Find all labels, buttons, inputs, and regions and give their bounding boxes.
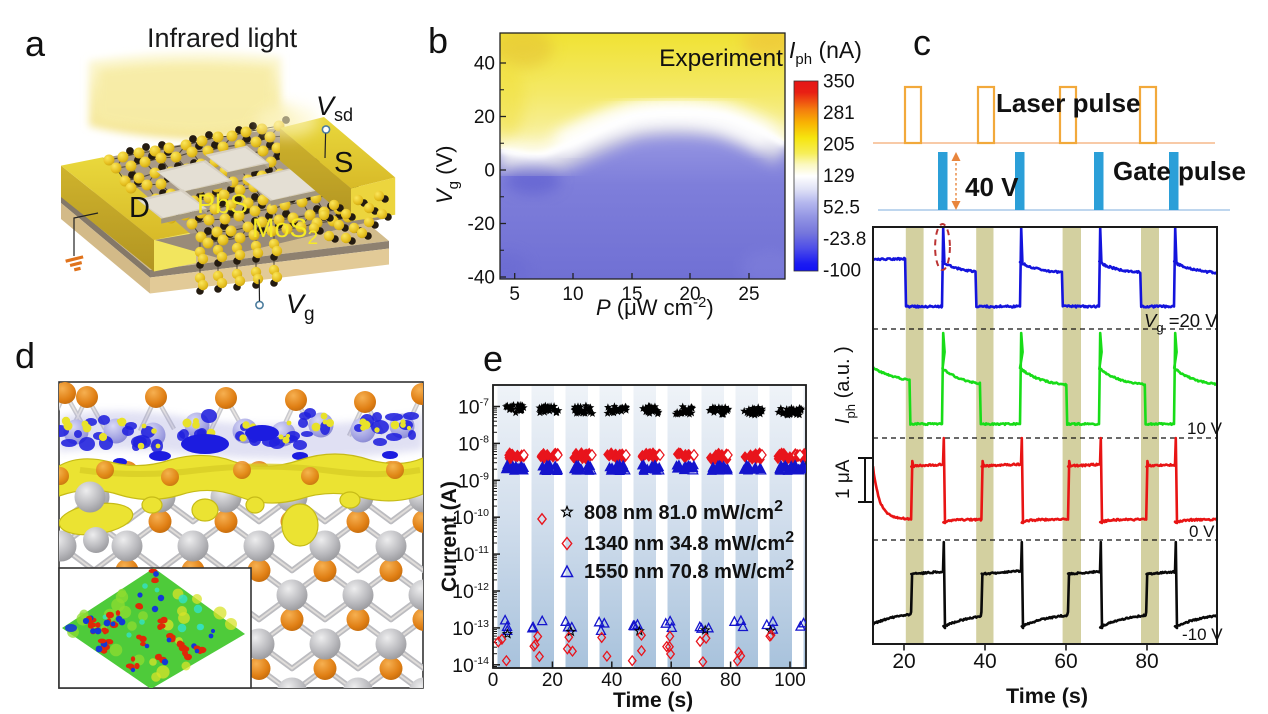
svg-text:20: 20 bbox=[679, 284, 700, 305]
svg-text:a: a bbox=[25, 23, 46, 64]
svg-text:350: 350 bbox=[823, 72, 855, 93]
svg-text:25: 25 bbox=[738, 284, 759, 305]
svg-text:60: 60 bbox=[1054, 650, 1077, 673]
svg-text:Vg: Vg bbox=[286, 289, 315, 325]
svg-text:Time (s): Time (s) bbox=[1006, 684, 1088, 708]
svg-text:Vsd: Vsd bbox=[316, 91, 353, 125]
svg-text:20: 20 bbox=[892, 650, 915, 673]
svg-text:-40: -40 bbox=[468, 268, 495, 289]
svg-text:10-8: 10-8 bbox=[458, 433, 489, 455]
svg-text:20: 20 bbox=[474, 107, 495, 128]
svg-text:-20: -20 bbox=[468, 214, 495, 235]
svg-text:Laser pulse: Laser pulse bbox=[996, 88, 1141, 118]
svg-text:0: 0 bbox=[488, 670, 499, 691]
svg-text:Gate pulse: Gate pulse bbox=[1113, 156, 1246, 186]
svg-text:c: c bbox=[913, 22, 931, 63]
svg-text:205: 205 bbox=[823, 135, 855, 156]
svg-text:15: 15 bbox=[621, 284, 642, 305]
svg-text:Vg (V): Vg (V) bbox=[432, 146, 462, 204]
svg-text:Current (A): Current (A) bbox=[438, 481, 461, 592]
svg-text:-10 V: -10 V bbox=[1182, 625, 1223, 644]
svg-text:100: 100 bbox=[774, 670, 806, 691]
svg-text:10-9: 10-9 bbox=[458, 470, 489, 492]
svg-text:e: e bbox=[483, 338, 503, 379]
svg-text:808 nm 81.0 mW/cm2: 808 nm 81.0 mW/cm2 bbox=[584, 498, 783, 524]
svg-text:20: 20 bbox=[542, 670, 563, 691]
svg-text:D: D bbox=[129, 192, 150, 224]
svg-text:80: 80 bbox=[1135, 650, 1158, 673]
svg-text:60: 60 bbox=[661, 670, 682, 691]
svg-text:b: b bbox=[428, 20, 448, 61]
svg-text:Time (s): Time (s) bbox=[613, 689, 693, 712]
svg-text:1550 nm 70.8 mW/cm2: 1550 nm 70.8 mW/cm2 bbox=[584, 557, 794, 583]
svg-text:Iph (nA): Iph (nA) bbox=[789, 37, 862, 68]
svg-text:Experiment: Experiment bbox=[659, 45, 783, 72]
svg-text:40 V: 40 V bbox=[965, 172, 1019, 202]
svg-text:Iph (a.u. ): Iph (a.u. ) bbox=[832, 346, 858, 424]
svg-text:P (μW cm-2): P (μW cm-2) bbox=[596, 294, 714, 320]
svg-text:10: 10 bbox=[562, 284, 583, 305]
svg-text:-23.8: -23.8 bbox=[823, 229, 866, 250]
svg-text:40: 40 bbox=[973, 650, 996, 673]
svg-text:129: 129 bbox=[823, 166, 855, 187]
svg-text:S: S bbox=[334, 147, 353, 179]
svg-text:PbS: PbS bbox=[197, 189, 248, 219]
svg-text:281: 281 bbox=[823, 103, 855, 124]
svg-text:80: 80 bbox=[720, 670, 741, 691]
svg-text:40: 40 bbox=[601, 670, 622, 691]
svg-text:Vg =20 V: Vg =20 V bbox=[1144, 310, 1218, 335]
svg-text:52.5: 52.5 bbox=[823, 198, 860, 219]
svg-text:0: 0 bbox=[484, 161, 495, 182]
svg-text:10-14: 10-14 bbox=[452, 655, 489, 677]
svg-text:d: d bbox=[15, 335, 35, 376]
svg-text:0 V: 0 V bbox=[1189, 522, 1215, 541]
svg-text:10-13: 10-13 bbox=[452, 618, 489, 640]
svg-text:Infrared light: Infrared light bbox=[147, 23, 298, 53]
svg-text:-100: -100 bbox=[823, 261, 861, 282]
svg-text:40: 40 bbox=[474, 54, 495, 75]
svg-text:10 V: 10 V bbox=[1187, 419, 1223, 438]
svg-text:1340 nm 34.8 mW/cm2: 1340 nm 34.8 mW/cm2 bbox=[584, 529, 794, 555]
svg-text:5: 5 bbox=[509, 284, 520, 305]
svg-text:1 μA: 1 μA bbox=[833, 459, 854, 499]
svg-text:10-7: 10-7 bbox=[458, 397, 489, 419]
